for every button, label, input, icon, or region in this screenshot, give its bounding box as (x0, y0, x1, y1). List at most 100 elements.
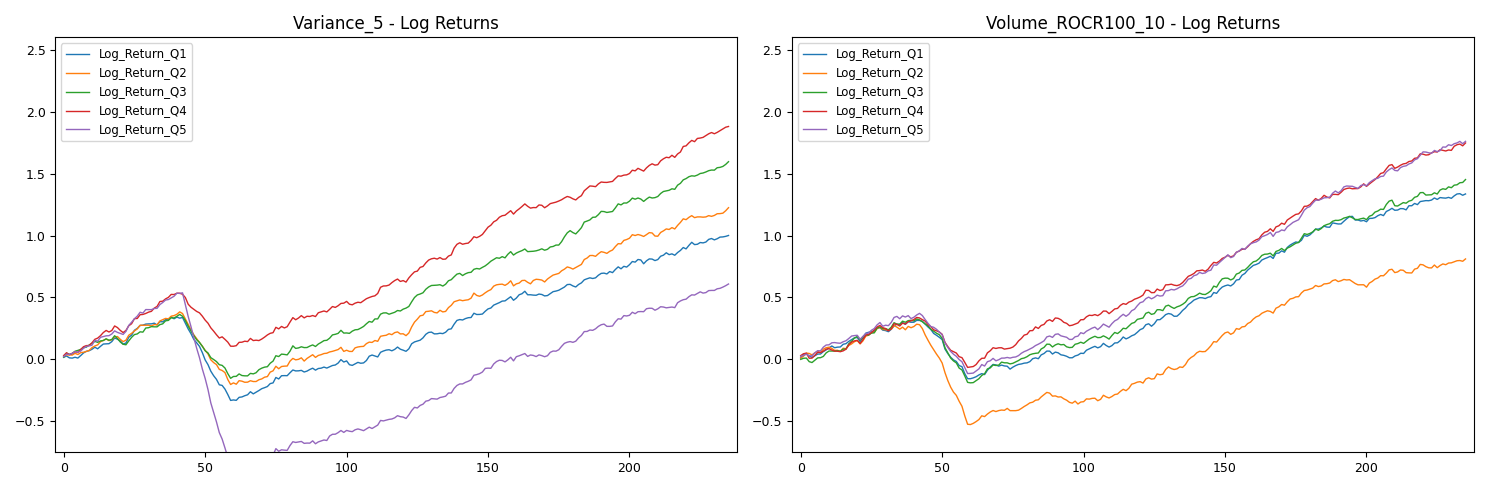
Log_Return_Q1 (326, 362, 344, 368)
Log_Return_Q4 (719, 123, 737, 129)
Legend: Log_Return_Q1, Log_Return_Q2, Log_Return_Q3, Log_Return_Q4, Log_Return_Q5: Log_Return_Q1, Log_Return_Q2, Log_Return… (61, 43, 192, 141)
Log_Return_Q4 (959, 365, 977, 370)
Log_Return_Q4 (1456, 140, 1474, 146)
Log_Return_Q5 (1063, 337, 1081, 343)
Log_Return_Q5 (792, 353, 810, 359)
Log_Return_Q3 (1327, 218, 1345, 223)
Log_Return_Q2 (1284, 295, 1301, 301)
Log_Return_Q4 (1154, 287, 1172, 293)
Log_Return_Q1 (792, 355, 810, 361)
Log_Return_Q5 (55, 354, 73, 360)
Log_Return_Q5 (417, 398, 435, 404)
Title: Variance_5 - Log Returns: Variance_5 - Log Returns (293, 15, 499, 33)
Log_Return_Q5 (228, 466, 246, 472)
Legend: Log_Return_Q1, Log_Return_Q2, Log_Return_Q3, Log_Return_Q4, Log_Return_Q5: Log_Return_Q1, Log_Return_Q2, Log_Return… (798, 43, 929, 141)
Log_Return_Q1 (222, 397, 240, 403)
Log_Return_Q4 (543, 200, 561, 206)
Log_Return_Q5 (546, 348, 564, 354)
Title: Volume_ROCR100_10 - Log Returns: Volume_ROCR100_10 - Log Returns (986, 15, 1281, 33)
Line: Log_Return_Q1: Log_Return_Q1 (64, 236, 728, 400)
Log_Return_Q2 (326, 347, 344, 353)
Log_Return_Q3 (115, 342, 133, 347)
Log_Return_Q2 (55, 353, 73, 359)
Log_Return_Q3 (1053, 342, 1071, 348)
Log_Return_Q3 (316, 338, 334, 343)
Log_Return_Q2 (546, 271, 564, 277)
Log_Return_Q4 (1063, 322, 1081, 328)
Log_Return_Q1 (590, 272, 608, 278)
Log_Return_Q3 (546, 242, 564, 248)
Log_Return_Q1 (962, 376, 980, 382)
Log_Return_Q2 (962, 421, 980, 427)
Log_Return_Q5 (115, 332, 133, 338)
Log_Return_Q2 (852, 341, 870, 347)
Log_Return_Q3 (222, 375, 240, 381)
Log_Return_Q1 (1154, 315, 1172, 320)
Log_Return_Q2 (316, 350, 334, 356)
Line: Log_Return_Q3: Log_Return_Q3 (64, 162, 728, 378)
Log_Return_Q1 (1063, 355, 1081, 361)
Log_Return_Q2 (222, 382, 240, 388)
Log_Return_Q5 (326, 431, 344, 437)
Log_Return_Q1 (316, 364, 334, 370)
Log_Return_Q1 (852, 339, 870, 344)
Log_Return_Q3 (55, 354, 73, 360)
Log_Return_Q4 (313, 309, 331, 315)
Log_Return_Q1 (1456, 191, 1474, 197)
Log_Return_Q3 (962, 380, 980, 386)
Log_Return_Q1 (55, 354, 73, 360)
Line: Log_Return_Q2: Log_Return_Q2 (801, 259, 1465, 424)
Log_Return_Q3 (590, 212, 608, 218)
Line: Log_Return_Q4: Log_Return_Q4 (801, 143, 1465, 368)
Log_Return_Q4 (852, 341, 870, 346)
Log_Return_Q2 (1053, 394, 1071, 400)
Log_Return_Q4 (1284, 213, 1301, 219)
Log_Return_Q5 (1053, 333, 1071, 339)
Log_Return_Q5 (959, 370, 977, 376)
Log_Return_Q2 (1327, 277, 1345, 283)
Log_Return_Q2 (590, 251, 608, 257)
Line: Log_Return_Q5: Log_Return_Q5 (801, 141, 1465, 373)
Log_Return_Q2 (1154, 371, 1172, 377)
Log_Return_Q3 (1154, 308, 1172, 314)
Line: Log_Return_Q3: Log_Return_Q3 (801, 179, 1465, 383)
Log_Return_Q1 (546, 288, 564, 294)
Log_Return_Q1 (1284, 241, 1301, 246)
Log_Return_Q3 (1063, 344, 1081, 350)
Line: Log_Return_Q2: Log_Return_Q2 (64, 208, 728, 385)
Log_Return_Q4 (414, 264, 432, 270)
Log_Return_Q5 (1456, 138, 1474, 144)
Log_Return_Q3 (417, 286, 435, 292)
Log_Return_Q1 (1450, 191, 1468, 196)
Log_Return_Q2 (1063, 400, 1081, 406)
Log_Return_Q4 (55, 352, 73, 358)
Log_Return_Q4 (1327, 192, 1345, 197)
Log_Return_Q5 (1327, 188, 1345, 194)
Log_Return_Q1 (719, 233, 737, 239)
Log_Return_Q3 (1284, 242, 1301, 248)
Log_Return_Q2 (115, 339, 133, 344)
Log_Return_Q5 (590, 323, 608, 329)
Line: Log_Return_Q1: Log_Return_Q1 (801, 194, 1465, 379)
Log_Return_Q1 (417, 331, 435, 337)
Log_Return_Q4 (587, 184, 605, 190)
Line: Log_Return_Q4: Log_Return_Q4 (64, 126, 728, 355)
Log_Return_Q4 (323, 304, 341, 310)
Log_Return_Q3 (852, 337, 870, 343)
Log_Return_Q1 (1053, 352, 1071, 358)
Log_Return_Q4 (115, 330, 133, 336)
Log_Return_Q4 (1053, 317, 1071, 323)
Log_Return_Q4 (792, 353, 810, 359)
Log_Return_Q5 (316, 437, 334, 443)
Log_Return_Q2 (1456, 256, 1474, 262)
Log_Return_Q1 (1327, 220, 1345, 226)
Log_Return_Q2 (719, 205, 737, 211)
Log_Return_Q3 (1456, 176, 1474, 182)
Log_Return_Q2 (417, 309, 435, 315)
Log_Return_Q3 (792, 356, 810, 362)
Log_Return_Q5 (1284, 220, 1301, 225)
Log_Return_Q2 (792, 355, 810, 361)
Log_Return_Q1 (115, 341, 133, 347)
Log_Return_Q3 (719, 159, 737, 165)
Log_Return_Q5 (852, 336, 870, 342)
